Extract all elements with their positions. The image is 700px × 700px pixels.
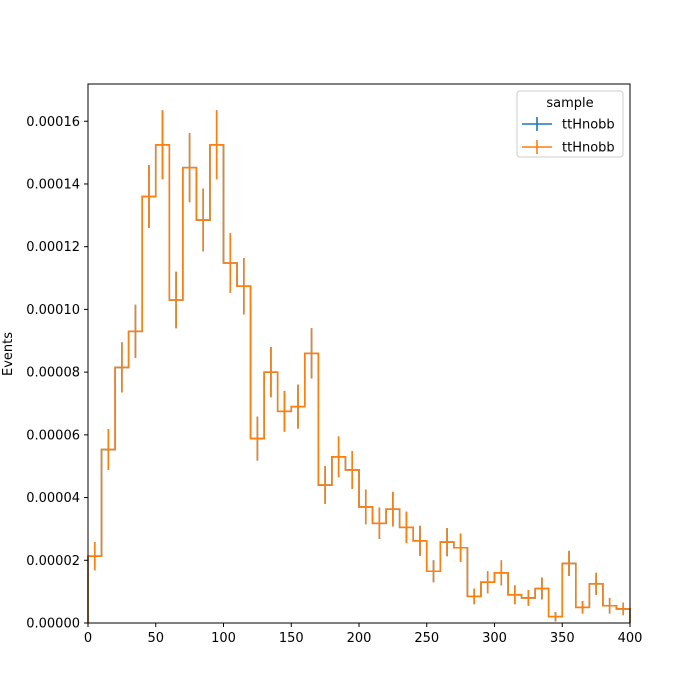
y-tick-label: 0.00008 bbox=[26, 366, 80, 381]
y-tick-label: 0.00010 bbox=[26, 303, 80, 318]
legend-entry: ttHnobb bbox=[522, 117, 615, 133]
x-tick-label: 0 bbox=[84, 631, 92, 646]
x-tick-label: 400 bbox=[618, 631, 643, 646]
legend-title: sample bbox=[546, 96, 593, 111]
legend-entry: ttHnobb bbox=[522, 140, 615, 156]
y-tick-label: 0.00012 bbox=[26, 240, 80, 255]
x-tick-label: 50 bbox=[147, 631, 164, 646]
x-tick-label: 100 bbox=[211, 631, 236, 646]
series-layer bbox=[87, 110, 631, 623]
y-axis-title: Events bbox=[1, 332, 16, 376]
x-tick-label: 250 bbox=[414, 631, 439, 646]
x-tick-label: 150 bbox=[279, 631, 304, 646]
x-axis: 0 50 100 150 200 250 300 350 400 bbox=[84, 623, 643, 646]
legend-box bbox=[516, 90, 624, 158]
series-2 bbox=[87, 110, 631, 623]
legend-label: ttHnobb bbox=[562, 118, 615, 133]
y-tick-label: 0.00016 bbox=[26, 115, 80, 130]
x-tick-label: 200 bbox=[347, 631, 372, 646]
x-tick-label: 350 bbox=[550, 631, 575, 646]
y-tick-label: 0.00002 bbox=[26, 554, 80, 569]
y-tick-label: 0.00004 bbox=[26, 491, 80, 506]
y-tick-label: 0.00006 bbox=[26, 428, 80, 443]
x-tick-label: 300 bbox=[482, 631, 507, 646]
legend-label: ttHnobb bbox=[562, 141, 615, 156]
y-axis: 0.00000 0.00002 0.00004 0.00006 0.00008 0.000… bbox=[26, 115, 88, 632]
legend-entries: ttHnobb ttHnobb bbox=[522, 117, 615, 156]
y-tick-label: 0.00014 bbox=[26, 177, 80, 192]
y-tick-label: 0.00000 bbox=[26, 617, 80, 632]
legend: sample ttHnobb ttHnobb bbox=[516, 90, 624, 158]
